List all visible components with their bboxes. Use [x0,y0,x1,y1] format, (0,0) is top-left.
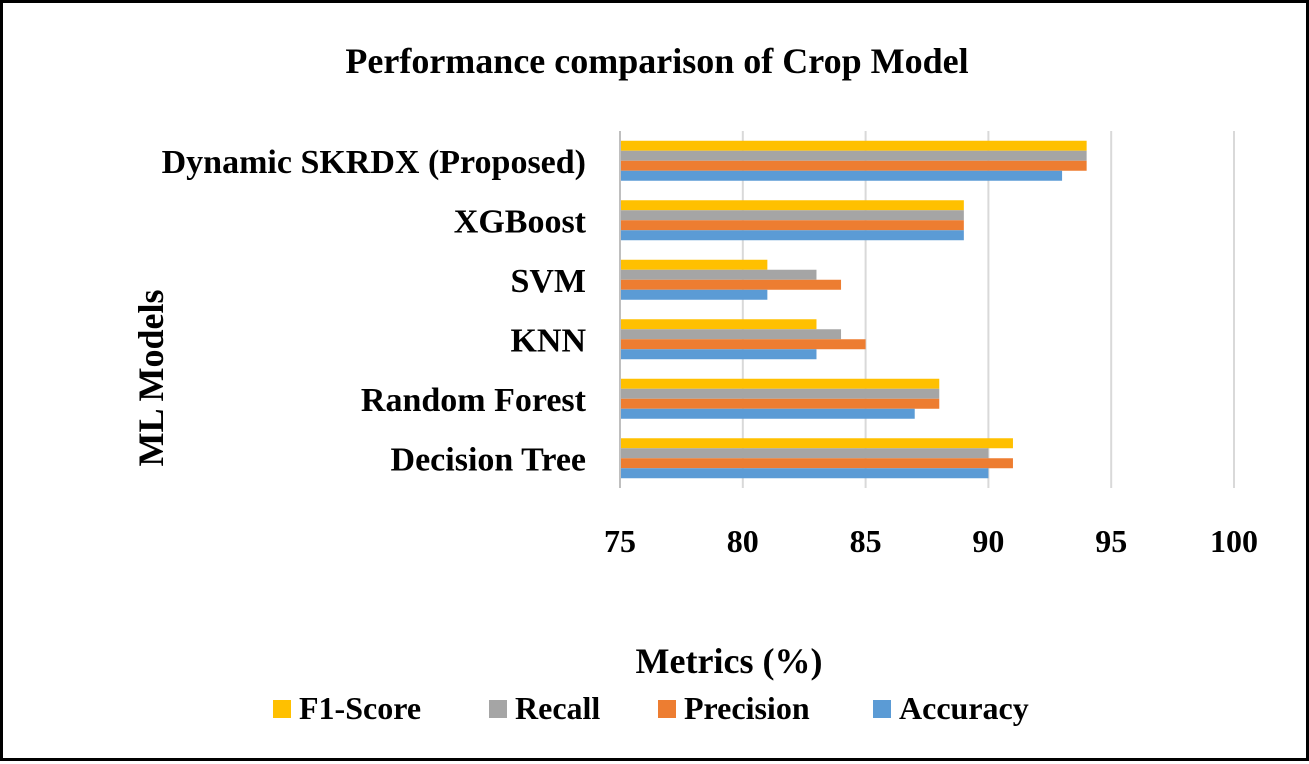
bar-dynamic-skrdx-proposed-precision [620,160,1087,171]
x-tick-labels: 75 80 85 90 95 100 [604,523,1258,559]
x-tick-label-100: 100 [1210,523,1258,559]
category-labels: Dynamic SKRDX (Proposed) XGBoost SVM KNN Ran… [162,144,587,479]
legend-label-recall: Recall [515,690,600,726]
x-tick-label-90: 90 [972,523,1004,559]
bar-decision-tree-accuracy [620,468,989,479]
bar-random-forest-f1-score [620,378,940,389]
x-tick-label-80: 80 [727,523,759,559]
bar-svm-recall [620,269,817,280]
bar-knn-accuracy [620,349,817,360]
legend-swatch-accuracy [873,700,891,718]
legend: F1-Score Recall Precision Accuracy [273,690,1029,726]
bar-dynamic-skrdx-proposed-accuracy [620,170,1063,181]
x-axis-title: Metrics (%) [636,641,823,681]
legend-label-accuracy: Accuracy [899,690,1029,726]
bar-xgboost-recall [620,210,964,221]
legend-label-precision: Precision [684,690,810,726]
category-label-decision-tree: Decision Tree [391,441,586,478]
bar-knn-recall [620,329,842,340]
gridlines [741,131,1235,488]
bar-decision-tree-f1-score [620,438,1013,449]
bar-svm-precision [620,279,842,290]
category-label-knn: KNN [510,322,586,359]
chart-title: Performance comparison of Crop Model [345,41,968,81]
legend-label-f1-score: F1-Score [299,690,421,726]
bar-knn-precision [620,339,866,350]
legend-swatch-recall [489,700,507,718]
bar-svm-accuracy [620,289,768,300]
bar-svm-f1-score [620,259,768,270]
bar-random-forest-accuracy [620,408,915,419]
bar-xgboost-f1-score [620,200,964,211]
bars [620,140,1087,479]
bar-dynamic-skrdx-proposed-recall [620,150,1087,161]
bar-decision-tree-recall [620,448,989,459]
bar-xgboost-accuracy [620,230,964,241]
category-label-dynamic-skrdx-proposed: Dynamic SKRDX (Proposed) [162,144,586,181]
bar-chart: Performance comparison of Crop Model Dyn… [131,41,1258,726]
category-label-xgboost: XGBoost [454,203,587,240]
y-axis-title: ML Models [131,290,171,467]
bar-dynamic-skrdx-proposed-f1-score [620,140,1087,151]
bar-decision-tree-precision [620,458,1013,469]
bar-knn-f1-score [620,319,817,330]
category-label-random-forest: Random Forest [361,382,587,419]
bar-xgboost-precision [620,220,964,231]
x-tick-label-95: 95 [1095,523,1127,559]
category-label-svm: SVM [510,263,586,300]
bar-random-forest-precision [620,398,940,409]
bar-random-forest-recall [620,388,940,399]
legend-swatch-precision [658,700,676,718]
legend-swatch-f1-score [273,700,291,718]
x-tick-label-85: 85 [850,523,882,559]
x-tick-label-75: 75 [604,523,636,559]
